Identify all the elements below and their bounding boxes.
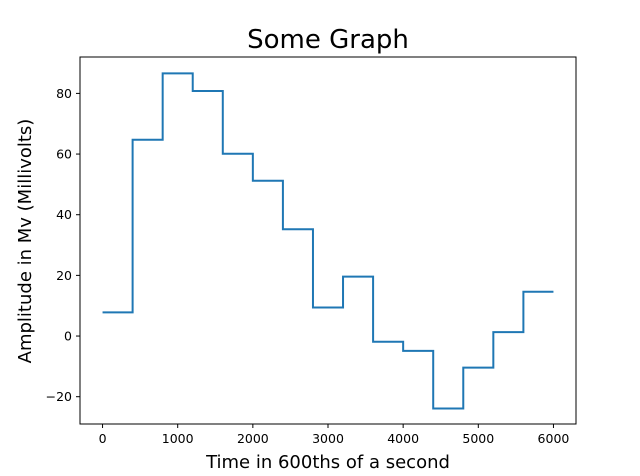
y-tick-label: 20 (56, 268, 72, 283)
y-tick-label: 80 (56, 86, 72, 101)
x-axis: 0 1000 2000 3000 4000 5000 6000 (99, 424, 570, 446)
x-tick-label: 1000 (162, 431, 194, 446)
x-tick-label: 4000 (387, 431, 419, 446)
x-tick-label: 5000 (462, 431, 494, 446)
x-tick-label: 6000 (538, 431, 570, 446)
plot-frame (79, 56, 577, 425)
x-tick-label: 2000 (237, 431, 269, 446)
y-axis-label: Amplitude in Mv (Millivolts) (15, 119, 36, 364)
x-tick-label: 0 (99, 431, 107, 446)
series-line-0 (102, 72, 554, 410)
x-axis-label: Time in 600ths of a second (205, 452, 450, 473)
chart-title: Some Graph (247, 25, 409, 55)
y-tick-label: 0 (64, 329, 72, 344)
x-tick-label: 3000 (312, 431, 344, 446)
y-tick-label: −20 (46, 389, 72, 404)
y-axis: −20 0 20 40 60 80 (46, 86, 80, 404)
y-tick-label: 40 (56, 207, 72, 222)
y-tick-label: 60 (56, 147, 72, 162)
plot-area (102, 72, 554, 410)
